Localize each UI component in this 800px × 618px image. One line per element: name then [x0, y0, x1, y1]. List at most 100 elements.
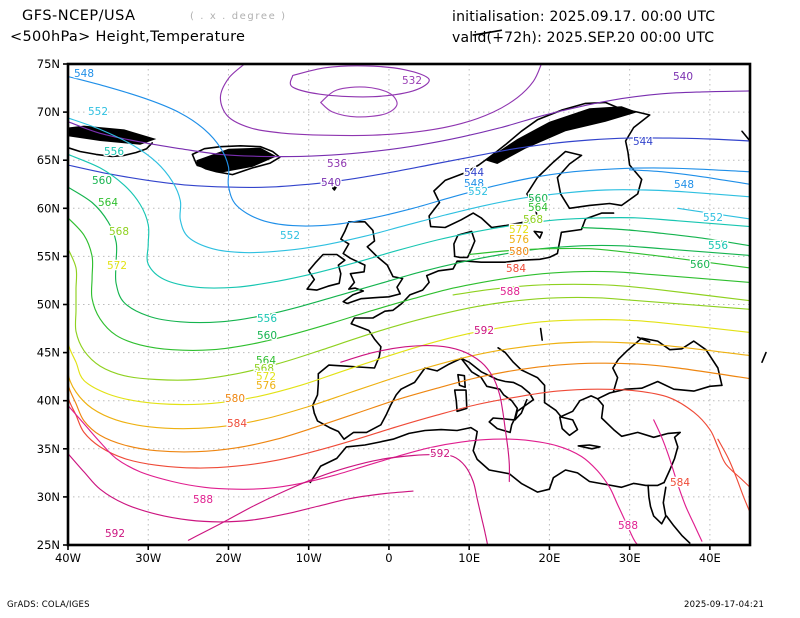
- contour-label: 576: [509, 234, 529, 246]
- y-tick-label: 45N: [37, 346, 60, 360]
- contour-label: 552: [88, 106, 108, 118]
- coastline-segment: [647, 484, 667, 525]
- coastline-segment: [665, 515, 691, 544]
- terrain-blob: [196, 147, 277, 173]
- contour-label: 540: [673, 71, 693, 83]
- contour-line-572: [66, 278, 751, 406]
- contour-line-592: [187, 453, 489, 546]
- coastline-segment: [741, 130, 751, 142]
- coastline-segment: [332, 185, 338, 191]
- contour-label: 560: [92, 175, 112, 187]
- contour-line-576: [66, 310, 751, 430]
- gridlines: [68, 64, 750, 545]
- contour-label: 556: [708, 240, 728, 252]
- y-tick-label: 75N: [37, 57, 60, 71]
- x-tick-label: 30E: [619, 551, 641, 565]
- coastline-segment: [428, 101, 651, 229]
- contour-label: 556: [257, 313, 277, 325]
- contour-label: 580: [509, 246, 529, 258]
- contour-label: 572: [509, 224, 529, 236]
- x-tick-label: 20E: [538, 551, 560, 565]
- contour-label: 568: [109, 226, 129, 238]
- coastline-segment: [472, 29, 503, 36]
- coastline-segment: [761, 351, 767, 363]
- coastline-segment: [313, 357, 535, 440]
- y-tick-label: 40N: [37, 394, 60, 408]
- y-tick-label: 30N: [37, 490, 60, 504]
- contour-label: 588: [500, 286, 520, 298]
- coastline-segment: [191, 145, 281, 176]
- contour-line-548: [629, 169, 751, 185]
- coastline-segment: [340, 221, 404, 305]
- contour-line-552: [67, 117, 751, 254]
- axis-ticks: [63, 63, 711, 550]
- contour-label: 572: [256, 371, 276, 383]
- contour-label: 564: [256, 355, 276, 367]
- contour-label: 584: [506, 263, 526, 275]
- contour-label: 556: [104, 146, 124, 158]
- coastline-segment: [453, 230, 476, 259]
- coastline-segment: [533, 230, 543, 239]
- contour-label: 572: [107, 260, 127, 272]
- contour-label: 540: [321, 177, 341, 189]
- y-tick-label: 50N: [37, 298, 60, 312]
- contour-label: 584: [670, 477, 690, 489]
- contour-label: 584: [227, 418, 247, 430]
- contour-line-584: [66, 377, 751, 488]
- axis-tick-labels: 40W 30W 20W 10W 0 10E 20E 30E 40E 75N 70N 65N 60N 55N…: [37, 57, 721, 565]
- x-tick-label: 10E: [458, 551, 480, 565]
- contour-labels: 5325365405405445445485485485525525525525…: [73, 67, 730, 542]
- render-timestamp: 2025-09-17-04:21: [684, 600, 765, 610]
- contour-label: 548: [674, 179, 694, 191]
- resolution-note: ( . x . degree ): [190, 11, 287, 22]
- contour-label: 552: [468, 186, 488, 198]
- valid-time: valid(+72h): 2025.SEP.20 00:00 UTC: [452, 30, 715, 46]
- coastline-segment: [577, 444, 601, 450]
- contour-line-588: [653, 419, 703, 542]
- coastline-segment: [311, 212, 615, 414]
- contour-line-592: [67, 453, 414, 523]
- coastline-segment: [596, 380, 723, 484]
- contour-label: 592: [430, 448, 450, 460]
- contour-line-544: [67, 137, 751, 189]
- contour-label: 548: [74, 68, 94, 80]
- y-tick-label: 35N: [37, 442, 60, 456]
- contour-line-552: [677, 207, 751, 220]
- coastline-segment: [306, 253, 346, 291]
- contour-label: 544: [464, 167, 484, 179]
- coastline-segment: [497, 347, 546, 404]
- x-tick-label: 40E: [699, 551, 721, 565]
- x-tick-label: 10W: [296, 551, 322, 565]
- y-tick-label: 55N: [37, 249, 60, 263]
- model-title: GFS-NCEP/USA: [22, 8, 136, 24]
- contour-label: 568: [523, 214, 543, 226]
- contour-label: 560: [690, 259, 710, 271]
- y-tick-label: 70N: [37, 105, 60, 119]
- contour-line-588: [67, 404, 639, 546]
- contour-line-592: [340, 345, 511, 483]
- coastline-segment: [67, 142, 153, 158]
- contour-line-548: [67, 75, 751, 227]
- contour-label: 592: [474, 325, 494, 337]
- field-title: <500hPa> Height,Temperature: [10, 29, 246, 45]
- contour-line-568: [452, 283, 751, 302]
- contour-label: 560: [528, 193, 548, 205]
- contour-label: 576: [256, 380, 276, 392]
- y-tick-label: 60N: [37, 201, 60, 215]
- contour-label: 560: [257, 330, 277, 342]
- contour-line-556: [67, 153, 751, 289]
- contour-line-560: [67, 186, 751, 324]
- x-tick-label: 20W: [215, 551, 241, 565]
- contour-label: 588: [193, 494, 213, 506]
- contour-line-564: [67, 217, 751, 351]
- y-tick-label: 65N: [37, 153, 60, 167]
- terrain-blob: [485, 106, 638, 164]
- contour-line-540: [67, 90, 751, 158]
- height-contours: [66, 63, 751, 546]
- initialisation-time: initialisation: 2025.09.17. 00:00 UTC: [452, 9, 716, 25]
- y-tick-label: 25N: [37, 538, 60, 552]
- contour-label: 564: [98, 197, 118, 209]
